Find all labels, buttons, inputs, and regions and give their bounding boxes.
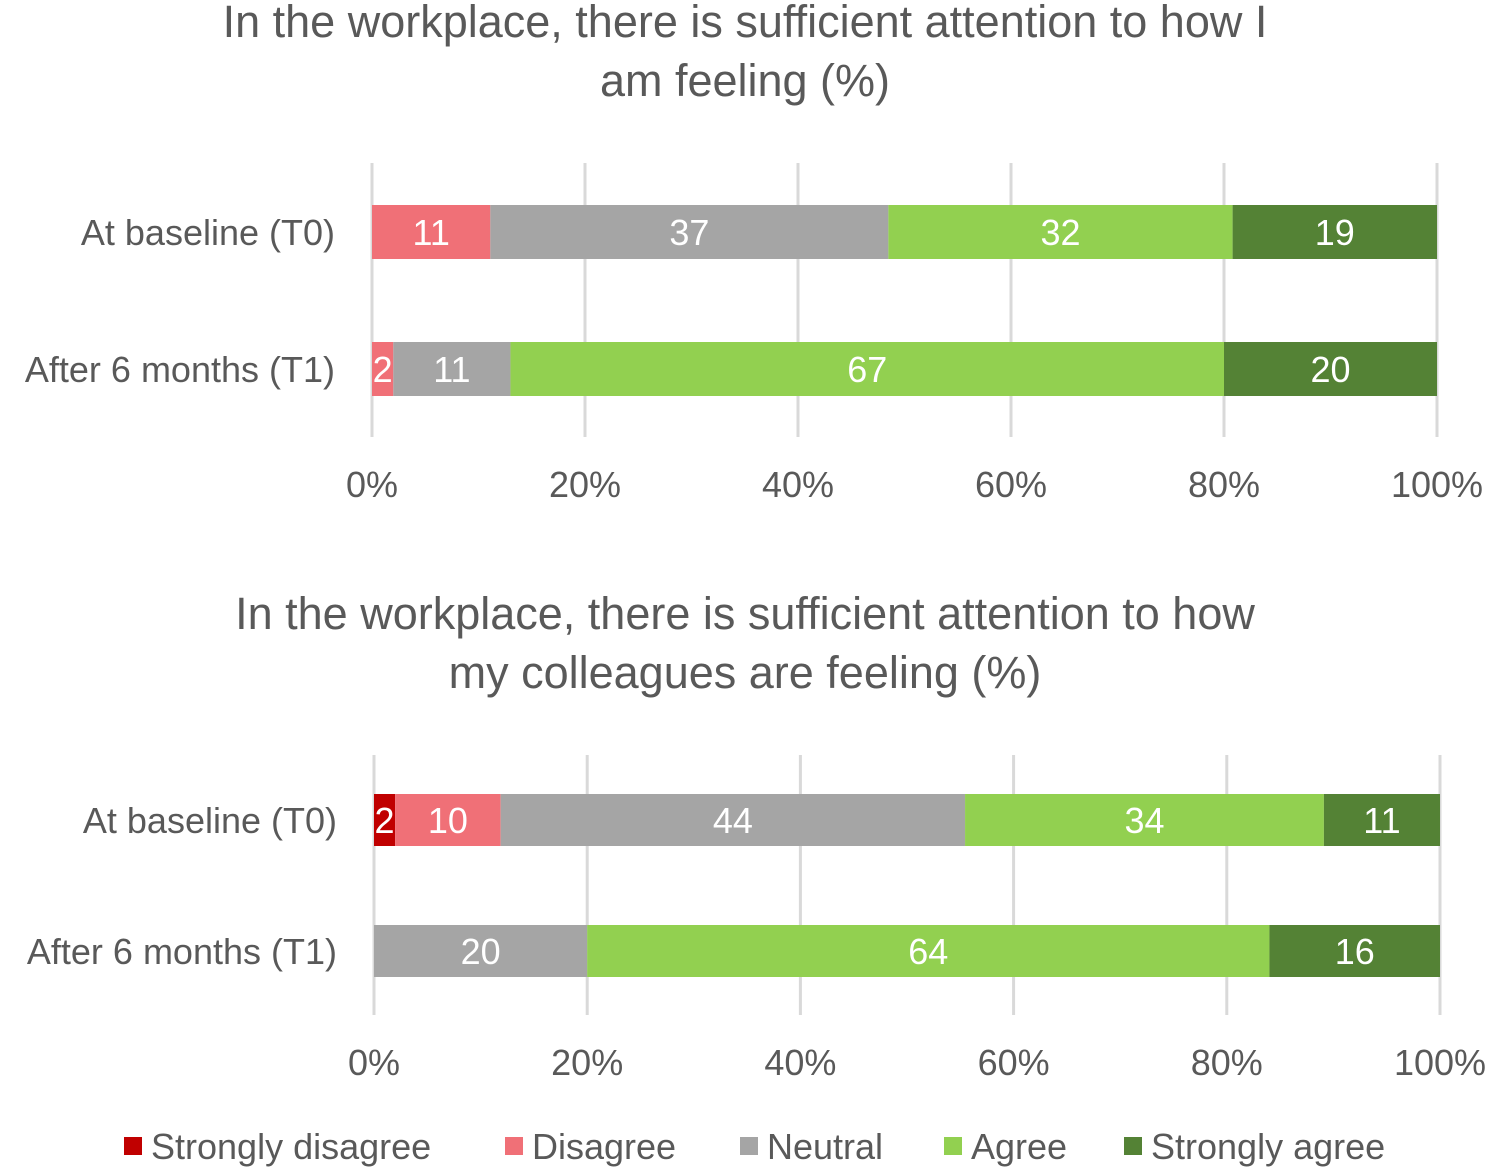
data-label: 20 [461,931,501,972]
x-tick-label: 60% [975,464,1047,505]
bar-segment-disagree [372,205,491,259]
category-label: After 6 months (T1) [25,349,335,390]
x-tick-label: 100% [1391,464,1483,505]
x-tick-label: 80% [1188,464,1260,505]
chart-title-line: In the workplace, there is sufficient at… [235,588,1255,639]
legend-label: Neutral [767,1126,883,1167]
bar-segment-strongly-agree [1232,205,1437,259]
data-label: 16 [1335,931,1375,972]
legend-swatch [1124,1137,1142,1155]
data-label: 19 [1315,212,1355,253]
chart-1: In the workplace, there is sufficient at… [25,0,1483,505]
data-label: 11 [433,349,470,390]
data-label: 32 [1040,212,1080,253]
bar-segment-strongly-agree [1269,925,1440,977]
bar-segment-strongly-agree [1323,794,1440,846]
legend-label: Disagree [532,1126,676,1167]
bar-segment-disagree [372,342,394,396]
bar-segment-disagree [395,794,501,846]
x-tick-label: 40% [762,464,834,505]
category-label: At baseline (T0) [81,212,335,253]
bar-segment-strongly-disagree [374,794,396,846]
legend-label: Agree [971,1126,1067,1167]
bar-segment-agree [965,794,1324,846]
x-tick-label: 60% [978,1042,1050,1083]
bar-segment-strongly-agree [1224,342,1437,396]
x-tick-label: 40% [764,1042,836,1083]
data-label: 37 [669,212,709,253]
bar-segment-neutral [500,794,966,846]
chart-2: In the workplace, there is sufficient at… [27,588,1486,1083]
data-label: 2 [375,800,395,841]
x-tick-label: 0% [348,1042,400,1083]
bar-segment-agree [587,925,1270,977]
x-tick-label: 100% [1394,1042,1486,1083]
data-label: 10 [428,800,468,841]
legend-swatch [505,1137,523,1155]
legend-swatch [740,1137,758,1155]
legend-label: Strongly agree [1151,1126,1385,1167]
legend-swatch [124,1137,142,1155]
bar-segment-agree [510,342,1224,396]
x-tick-label: 0% [346,464,398,505]
x-tick-label: 20% [549,464,621,505]
data-label: 11 [1363,800,1400,841]
data-label: 67 [847,349,887,390]
data-label: 34 [1124,800,1164,841]
category-label: After 6 months (T1) [27,931,337,972]
legend-label: Strongly disagree [151,1126,431,1167]
chart-title-line: my colleagues are feeling (%) [449,647,1042,698]
data-label: 44 [713,800,753,841]
category-label: At baseline (T0) [83,800,337,841]
chart-title-line: am feeling (%) [600,55,890,106]
x-tick-label: 20% [551,1042,623,1083]
data-label: 20 [1310,349,1350,390]
x-tick-label: 80% [1191,1042,1263,1083]
chart-title-line: In the workplace, there is sufficient at… [223,0,1268,47]
data-label: 2 [373,349,393,390]
bar-segment-neutral [490,205,889,259]
bar-segment-agree [888,205,1233,259]
bar-segment-neutral [393,342,511,396]
bar-segment-neutral [374,925,588,977]
legend: Strongly disagree Disagree Neutral Agree Str… [124,1126,1385,1167]
data-label: 64 [908,931,948,972]
legend-swatch [944,1137,962,1155]
data-label: 11 [412,212,449,253]
